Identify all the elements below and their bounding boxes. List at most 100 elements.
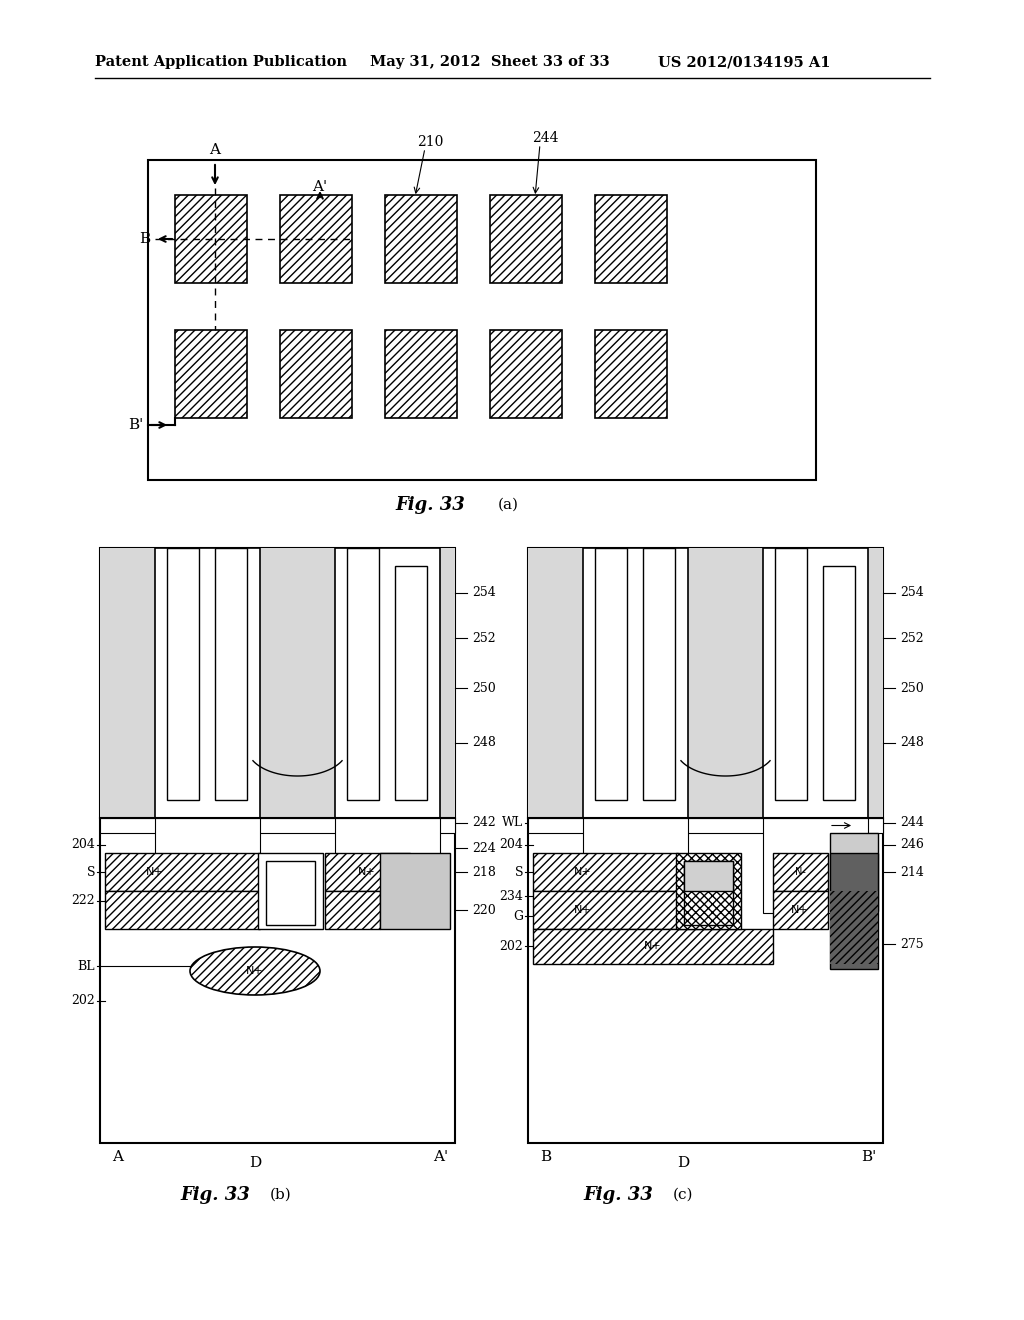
Bar <box>583 818 688 913</box>
Bar <box>528 548 883 1143</box>
Text: Fig. 33: Fig. 33 <box>395 496 465 513</box>
Text: N+: N+ <box>574 906 592 915</box>
Text: 234: 234 <box>499 890 523 903</box>
Text: N+: N+ <box>358 867 376 876</box>
Bar <box>175 195 247 282</box>
Text: B: B <box>139 232 150 246</box>
Bar <box>684 861 733 891</box>
Bar <box>385 330 457 418</box>
Text: A: A <box>210 143 220 157</box>
Bar <box>105 853 260 891</box>
Bar <box>643 548 675 800</box>
Text: May 31, 2012  Sheet 33 of 33: May 31, 2012 Sheet 33 of 33 <box>370 55 609 69</box>
Text: 218: 218 <box>472 866 496 879</box>
Text: N-: N- <box>795 867 806 876</box>
Bar <box>100 818 455 833</box>
Text: B': B' <box>128 418 143 432</box>
Text: Fig. 33: Fig. 33 <box>180 1185 250 1204</box>
Bar <box>215 548 247 800</box>
Text: 222: 222 <box>72 895 95 908</box>
Text: 204: 204 <box>499 838 523 851</box>
Bar <box>490 330 562 418</box>
Text: N+: N+ <box>146 867 164 876</box>
Bar <box>175 330 247 418</box>
Text: S: S <box>514 866 523 879</box>
Ellipse shape <box>190 946 319 995</box>
Text: B': B' <box>861 1150 877 1164</box>
Text: 244: 244 <box>531 131 558 145</box>
Bar <box>534 891 678 929</box>
Bar <box>595 330 667 418</box>
Bar <box>534 853 678 891</box>
Text: D: D <box>677 1156 689 1170</box>
Text: B: B <box>541 1150 552 1164</box>
Bar <box>583 548 688 818</box>
Bar <box>763 818 868 913</box>
Bar <box>325 853 410 891</box>
Text: 252: 252 <box>472 631 496 644</box>
Bar <box>266 861 315 925</box>
Bar <box>534 929 773 964</box>
Text: 242: 242 <box>472 817 496 829</box>
Bar <box>385 195 457 282</box>
Text: 202: 202 <box>500 940 523 953</box>
Text: N+: N+ <box>574 867 592 876</box>
Text: WL: WL <box>502 817 523 829</box>
Bar <box>347 548 379 800</box>
Text: (a): (a) <box>498 498 519 512</box>
Text: 250: 250 <box>472 681 496 694</box>
Text: (b): (b) <box>270 1188 292 1203</box>
Text: 275: 275 <box>900 937 924 950</box>
Bar <box>280 330 352 418</box>
Text: Patent Application Publication: Patent Application Publication <box>95 55 347 69</box>
Bar <box>155 548 260 818</box>
Text: 248: 248 <box>900 737 924 750</box>
Text: N+: N+ <box>792 906 809 915</box>
Text: 224: 224 <box>472 842 496 854</box>
Bar <box>167 548 199 800</box>
Bar <box>325 891 380 929</box>
Text: N+: N+ <box>644 941 662 950</box>
Text: 244: 244 <box>900 817 924 829</box>
Text: 202: 202 <box>72 994 95 1007</box>
Bar <box>280 195 352 282</box>
Bar <box>490 195 562 282</box>
Bar <box>258 853 323 929</box>
Text: 254: 254 <box>900 586 924 599</box>
Text: 254: 254 <box>472 586 496 599</box>
Text: (c): (c) <box>673 1188 693 1203</box>
Text: 220: 220 <box>472 903 496 916</box>
Bar <box>823 566 855 800</box>
Text: Fig. 33: Fig. 33 <box>583 1185 653 1204</box>
Bar <box>335 818 440 913</box>
Text: N+: N+ <box>246 966 264 975</box>
Text: S: S <box>86 866 95 879</box>
Bar <box>763 548 868 818</box>
Bar <box>676 853 741 929</box>
Text: 210: 210 <box>417 135 443 149</box>
Text: US 2012/0134195 A1: US 2012/0134195 A1 <box>658 55 830 69</box>
Bar <box>775 548 807 800</box>
Bar <box>830 833 878 911</box>
Text: 250: 250 <box>900 681 924 694</box>
Bar <box>335 548 440 818</box>
Bar <box>830 891 878 964</box>
Text: D: D <box>249 1156 261 1170</box>
Bar <box>830 853 878 969</box>
Text: 246: 246 <box>900 838 924 851</box>
Bar <box>395 566 427 800</box>
Text: A': A' <box>433 1150 449 1164</box>
Text: 248: 248 <box>472 737 496 750</box>
Bar <box>595 548 627 800</box>
Bar <box>773 853 828 891</box>
Text: BL: BL <box>78 960 95 973</box>
Bar <box>380 853 450 929</box>
Text: 204: 204 <box>71 838 95 851</box>
Bar <box>100 548 455 818</box>
Text: A: A <box>113 1150 124 1164</box>
Text: G: G <box>513 909 523 923</box>
Bar <box>684 861 733 925</box>
Bar <box>773 891 828 929</box>
Bar <box>148 160 816 480</box>
Text: 214: 214 <box>900 866 924 879</box>
